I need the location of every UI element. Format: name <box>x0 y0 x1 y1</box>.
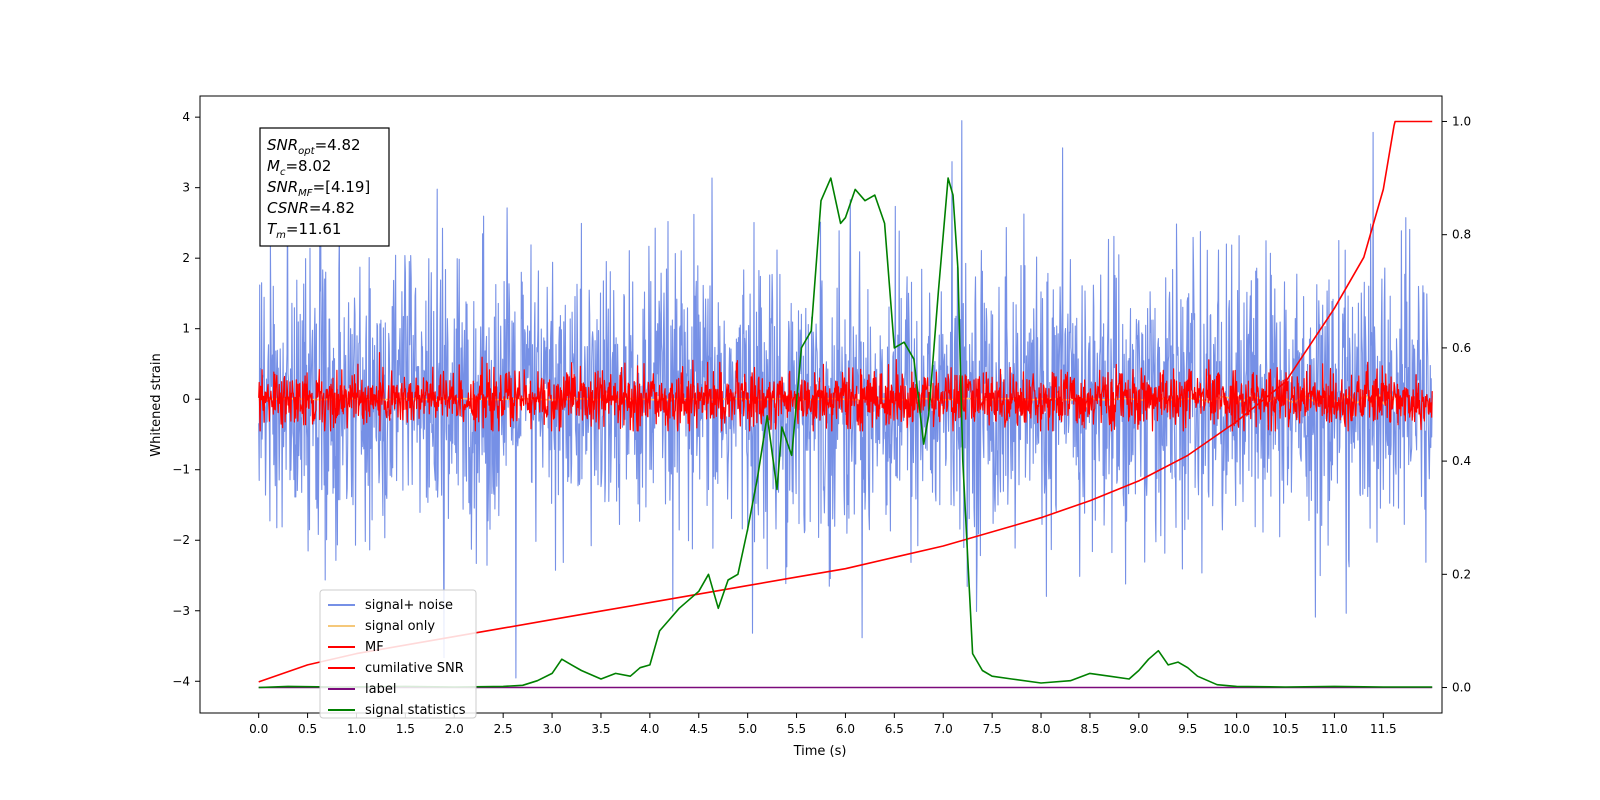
series-line-signal-statistics <box>258 177 1433 689</box>
y-tick-label: 4 <box>182 110 190 124</box>
x-tick-label: 9.5 <box>1178 722 1197 736</box>
x-tick-label: 5.5 <box>787 722 806 736</box>
x-tick-label: 0.5 <box>298 722 317 736</box>
legend-label: signal only <box>365 619 435 634</box>
legend-label: signal+ noise <box>365 598 453 613</box>
annotation-line: Mc=8.02 <box>267 157 331 178</box>
legend-label: MF <box>365 640 384 655</box>
x-tick-label: 10.5 <box>1272 722 1299 736</box>
y-tick-label: 3 <box>182 181 190 195</box>
x-tick-label: 0.0 <box>249 722 268 736</box>
y2-tick-label: 0.0 <box>1452 681 1471 695</box>
annotation-line: Tm=11.61 <box>267 220 341 241</box>
y2-tick-label: 0.2 <box>1452 567 1471 581</box>
y-tick-label: −4 <box>172 674 190 688</box>
y2-tick-label: 1.0 <box>1452 114 1471 128</box>
plot-series-layer <box>258 120 1433 689</box>
x-tick-label: 2.0 <box>445 722 464 736</box>
x-tick-label: 7.5 <box>983 722 1002 736</box>
y2-tick-label: 0.8 <box>1452 228 1471 242</box>
plot-frame <box>199 95 1443 714</box>
annotation-line: SNRopt=4.82 <box>267 136 361 157</box>
y-tick-label: 0 <box>182 392 190 406</box>
x-tick-label: 11.0 <box>1321 722 1348 736</box>
x-tick-label: 6.5 <box>885 722 904 736</box>
annotation-line: CSNR=4.82 <box>267 199 355 217</box>
legend-label: label <box>365 682 396 697</box>
legend-label: signal statistics <box>365 703 466 718</box>
y-axis-label: Whitened strain <box>149 353 164 456</box>
x-tick-label: 3.5 <box>591 722 610 736</box>
x-tick-label: 1.0 <box>347 722 366 736</box>
x-tick-label: 10.0 <box>1223 722 1250 736</box>
y-tick-label: −3 <box>172 604 190 618</box>
x-tick-label: 8.5 <box>1080 722 1099 736</box>
x-tick-label: 1.5 <box>396 722 415 736</box>
x-tick-label: 7.0 <box>934 722 953 736</box>
y-tick-label: 1 <box>182 322 190 336</box>
y2-tick-label: 0.4 <box>1452 454 1471 468</box>
y-axis-right: 0.0 0.2 0.4 0.6 0.8 1.0 <box>1442 114 1471 695</box>
y-tick-label: −1 <box>172 463 190 477</box>
series-line-cumilative-snr <box>258 120 1433 683</box>
series-line-mf <box>258 352 1433 432</box>
annotation-line: SNRMF=[4.19] <box>267 178 370 199</box>
y-tick-label: −2 <box>172 533 190 547</box>
legend: signal+ noise signal only MF cumilative SNR… <box>319 589 477 719</box>
x-tick-label: 3.0 <box>543 722 562 736</box>
x-tick-label: 8.0 <box>1031 722 1050 736</box>
x-axis: 0.0 0.5 1.0 1.5 2.0 2.5 3.0 3.5 4.0 4.5 5.0 5.5 6.0 6… <box>249 713 1397 736</box>
x-tick-label: 4.0 <box>640 722 659 736</box>
x-tick-label: 4.5 <box>689 722 708 736</box>
y2-tick-label: 0.6 <box>1452 341 1471 355</box>
x-tick-label: 2.5 <box>494 722 513 736</box>
x-tick-label: 6.0 <box>836 722 855 736</box>
x-tick-label: 11.5 <box>1370 722 1397 736</box>
x-axis-label: Time (s) <box>793 744 847 759</box>
legend-label: cumilative SNR <box>365 661 464 676</box>
y-axis-left: 4 3 2 1 0 −1 −2 −3 −4 <box>172 110 200 688</box>
y-tick-label: 2 <box>182 251 190 265</box>
x-tick-label: 9.0 <box>1129 722 1148 736</box>
x-tick-label: 5.0 <box>738 722 757 736</box>
